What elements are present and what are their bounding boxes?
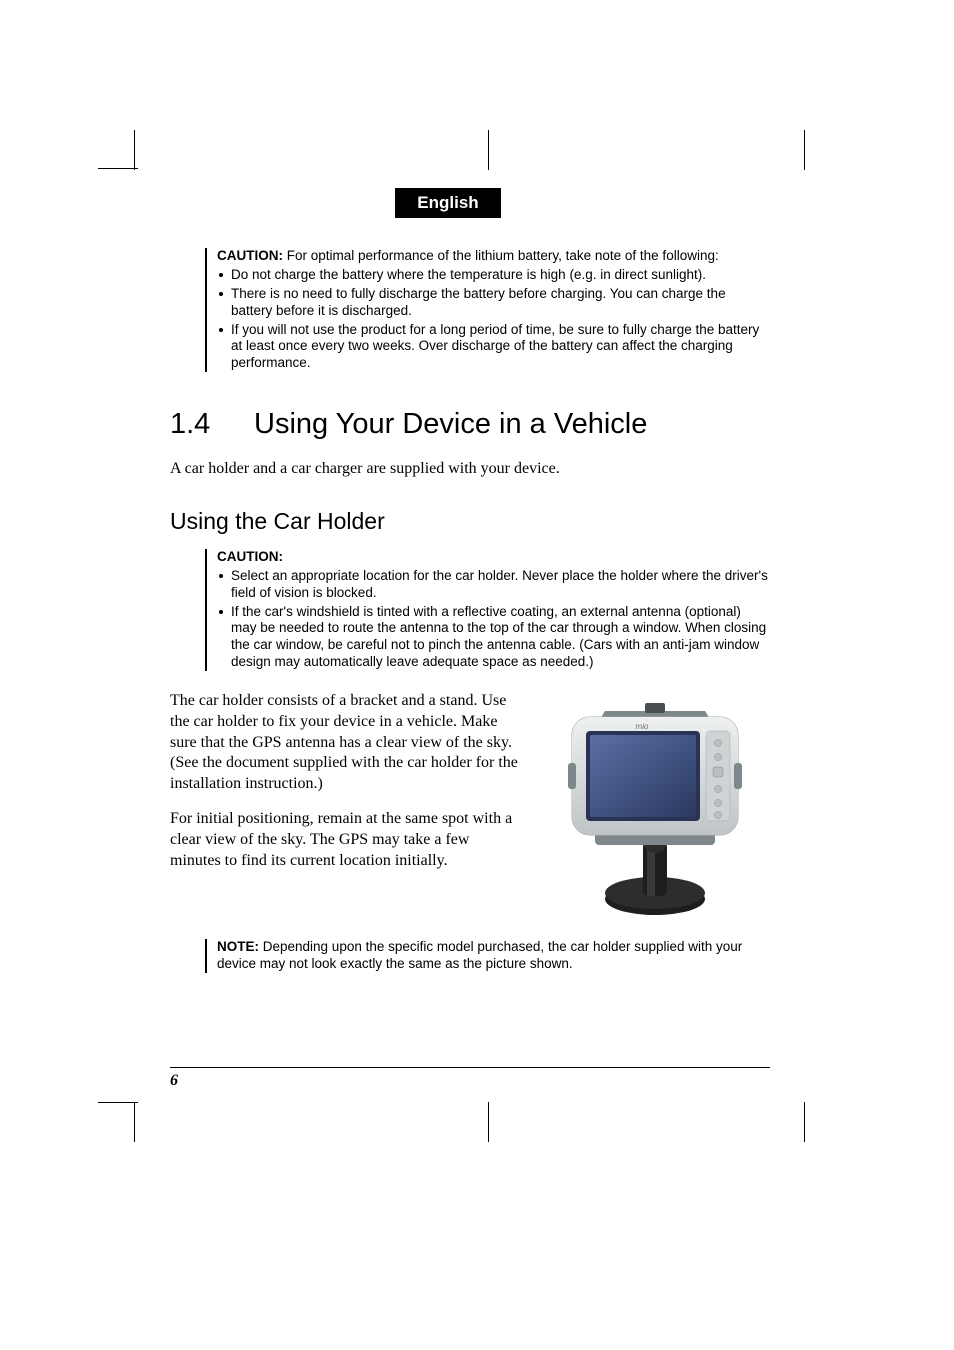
note-text: Depending upon the specific model purcha… [217,939,742,971]
list-item: There is no need to fully discharge the … [217,286,770,320]
caution-list: Do not charge the battery where the temp… [217,267,770,372]
cropmark [804,130,805,170]
image-column: mio [540,691,770,921]
para-positioning: For initial positioning, remain at the s… [170,809,522,871]
caution-block-holder: CAUTION: Select an appropriate location … [205,549,770,671]
list-item: If the car's windshield is tinted with a… [217,604,770,672]
caution-intro: For optimal performance of the lithium b… [283,248,719,263]
language-badge: English [395,188,501,218]
caution-lead: CAUTION: [217,248,283,263]
section-intro: A car holder and a car charger are suppl… [170,459,770,480]
section-title: Using Your Device in a Vehicle [254,408,647,440]
cropmark [134,130,135,170]
cropmark [98,1102,138,1103]
cropmark [98,168,138,169]
text-column: The car holder consists of a bracket and… [170,691,522,871]
device-holder-illustration: mio [550,691,760,921]
page-number-region: 6 [170,1067,770,1090]
language-label: English [417,193,478,213]
subsection-heading: Using the Car Holder [170,508,770,535]
cropmark [134,1102,135,1142]
note-block: NOTE: Depending upon the specific model … [205,939,770,973]
content-area: CAUTION: For optimal performance of the … [170,248,770,973]
section-heading: 1.4Using Your Device in a Vehicle [170,408,770,441]
list-item: Do not charge the battery where the temp… [217,267,770,284]
page-number: 6 [170,1072,178,1089]
cropmark [804,1102,805,1142]
note-lead: NOTE: [217,939,259,954]
caution-block-battery: CAUTION: For optimal performance of the … [205,248,770,372]
two-column-region: The car holder consists of a bracket and… [170,691,770,921]
section-number: 1.4 [170,408,254,441]
para-holder-desc: The car holder consists of a bracket and… [170,691,522,795]
svg-text:mio: mio [636,722,649,731]
caution-list: Select an appropriate location for the c… [217,568,770,671]
cropmark [488,1102,489,1142]
list-item: Select an appropriate location for the c… [217,568,770,602]
page: English CAUTION: For optimal performance… [0,0,954,1350]
caution-lead: CAUTION: [217,549,283,564]
cropmark [488,130,489,170]
list-item: If you will not use the product for a lo… [217,322,770,373]
